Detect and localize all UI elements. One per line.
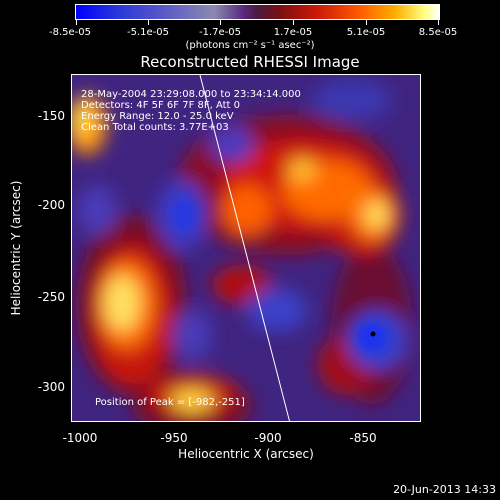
colorbar-tick-label: -8.5e-05 <box>49 27 91 38</box>
y-tick-label: -150 <box>37 109 65 123</box>
colorbar-units: (photons cm⁻² s⁻¹ asec⁻²) <box>185 40 315 51</box>
y-tick-label: -200 <box>37 198 65 212</box>
colorbar-tick-label: 5.1e-05 <box>346 27 386 38</box>
colorbar-tickmark <box>366 20 367 25</box>
x-tick-label: -1000 <box>62 431 98 445</box>
colorbar-tickmark <box>76 20 77 25</box>
colorbar-tick-label: -5.1e-05 <box>127 27 169 38</box>
info-time-range: 28-May-2004 23:29:08.000 to 23:34:14.000 <box>81 89 301 100</box>
colorbar-tickmark <box>293 20 294 25</box>
x-axis-label: Heliocentric X (arcsec) <box>178 447 314 461</box>
info-energy-range: Energy Range: 12.0 - 25.0 keV <box>81 111 234 122</box>
colorbar-tick-label: 8.5e-05 <box>418 27 458 38</box>
colorbar-tick-label: -1.7e-05 <box>199 27 241 38</box>
colorbar-tickmark <box>438 20 439 25</box>
info-peak-position: Position of Peak = [-982,-251] <box>95 397 245 408</box>
info-clean-counts: Clean Total counts: 3.77E+03 <box>81 122 229 133</box>
rhessi-image-plot: 28-May-2004 23:29:08.000 to 23:34:14.000… <box>71 74 421 422</box>
plot-title: Reconstructed RHESSI Image <box>140 53 360 71</box>
colorbar-tickmark <box>220 20 221 25</box>
x-tick-label: -900 <box>254 431 282 445</box>
colorbar <box>75 4 440 20</box>
heatmap-image <box>72 75 420 421</box>
y-axis-label: Heliocentric Y (arcsec) <box>9 180 23 316</box>
x-tick-label: -850 <box>349 431 377 445</box>
y-tick-label: -250 <box>37 290 65 304</box>
footer-date: 20-Jun-2013 14:33 <box>393 483 496 496</box>
info-detectors: Detectors: 4F 5F 6F 7F 8F, Att 0 <box>81 100 241 111</box>
colorbar-tick-label: 1.7e-05 <box>273 27 313 38</box>
colorbar-tickmark <box>148 20 149 25</box>
x-tick-label: -950 <box>160 431 188 445</box>
y-tick-label: -300 <box>37 380 65 394</box>
